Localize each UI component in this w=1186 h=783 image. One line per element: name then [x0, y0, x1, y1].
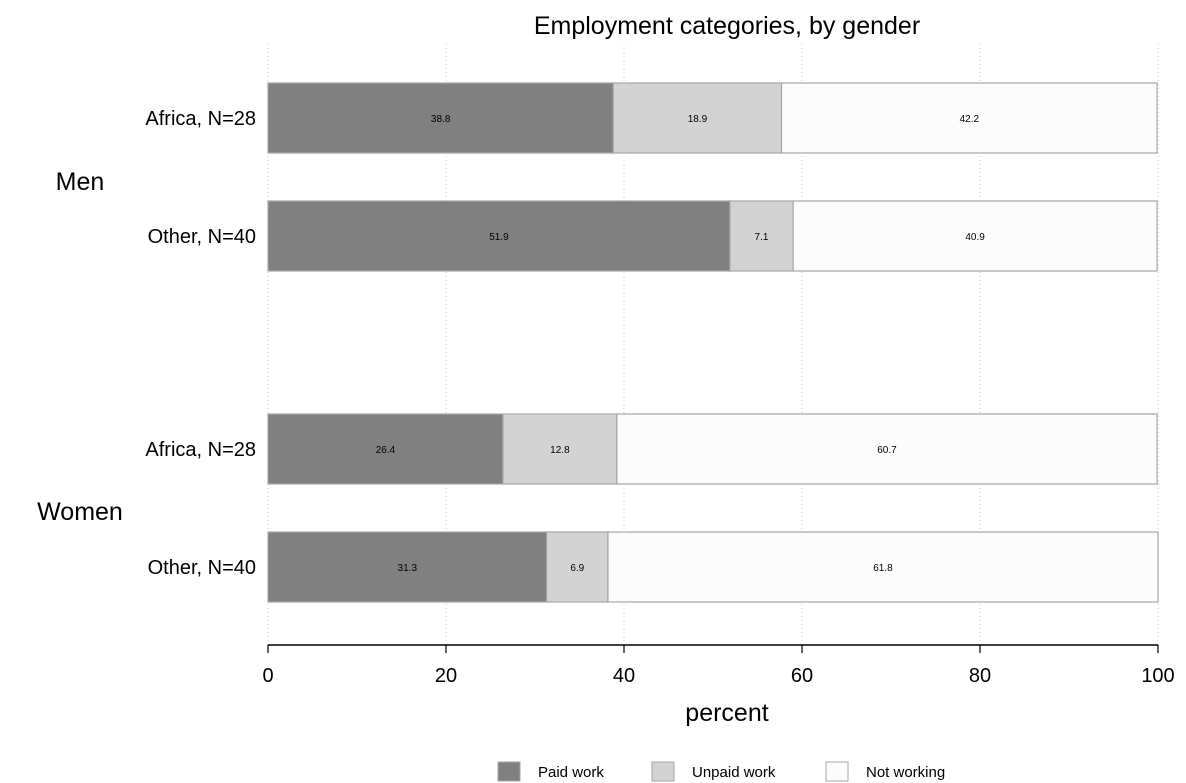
bar-segment — [616, 413, 1158, 485]
bar-value-label: 40.9 — [965, 232, 985, 243]
legend-label: Not working — [866, 764, 945, 781]
x-axis: 0 20 40 60 80 100 — [262, 644, 1175, 687]
legend-label: Paid work — [538, 764, 604, 781]
chart-title: Employment categories, by gender — [534, 12, 920, 40]
bar-segment — [267, 531, 548, 603]
bar-value-label: 18.9 — [688, 114, 708, 125]
row-label: Africa, N=28 — [145, 439, 256, 461]
x-tick-label: 40 — [613, 665, 635, 687]
legend: Paid work Unpaid work Not working — [497, 761, 945, 782]
legend-swatch — [651, 761, 675, 782]
bar-value-label: 12.8 — [550, 445, 570, 456]
bar-value-label: 60.7 — [877, 445, 897, 456]
x-axis-title: percent — [685, 699, 768, 727]
bar-value-label: 61.8 — [873, 563, 893, 574]
bar-segment — [792, 200, 1158, 272]
row-label: Other, N=40 — [148, 226, 256, 248]
bars: 38.8 18.9 42.2 51.9 7.1 40.9 26.4 12.8 60.7 31.3 6… — [267, 82, 1159, 603]
bar-value-label: 6.9 — [570, 563, 584, 574]
x-tick-label: 100 — [1141, 665, 1174, 687]
bar-value-label: 7.1 — [755, 232, 769, 243]
bar-value-label: 31.3 — [398, 563, 418, 574]
bar-segment — [267, 200, 731, 272]
legend-swatch — [497, 761, 521, 782]
bar-segment — [729, 200, 794, 272]
x-tick-label: 0 — [262, 665, 273, 687]
category-labels: Men Africa, N=28 Other, N=40 Women Africa, N… — [37, 108, 256, 579]
x-tick-label: 60 — [791, 665, 813, 687]
bar-value-label: 51.9 — [489, 232, 509, 243]
bar-segment — [267, 82, 614, 154]
legend-swatch — [825, 761, 849, 782]
group-label-men: Men — [56, 168, 105, 196]
legend-label: Unpaid work — [692, 764, 776, 781]
bar-segment — [502, 413, 618, 485]
x-tick-label: 80 — [969, 665, 991, 687]
group-label-women: Women — [37, 498, 123, 526]
bar-value-label: 38.8 — [431, 114, 451, 125]
row-label: Africa, N=28 — [145, 108, 256, 130]
bar-segment — [545, 531, 609, 603]
bar-segment — [267, 413, 504, 485]
bar-segment — [607, 531, 1159, 603]
bar-value-label: 26.4 — [376, 445, 396, 456]
x-tick-label: 20 — [435, 665, 457, 687]
bar-segment — [780, 82, 1158, 154]
row-label: Other, N=40 — [148, 557, 256, 579]
bar-value-label: 42.2 — [960, 114, 980, 125]
